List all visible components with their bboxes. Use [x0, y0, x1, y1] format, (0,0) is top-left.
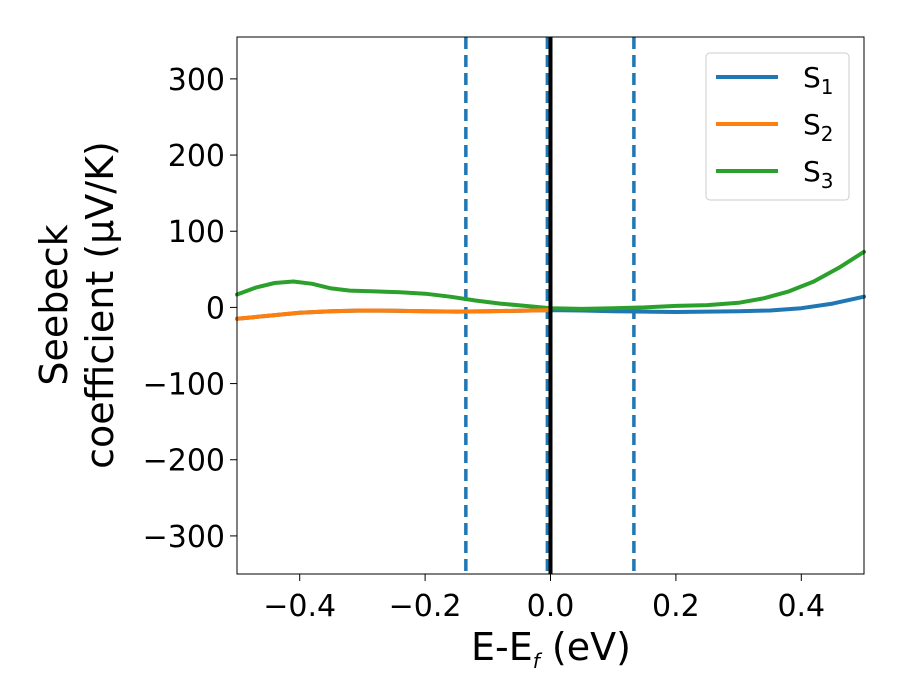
legend-label-s2-name: S — [803, 108, 821, 141]
y-axis-title-line2: coefficient (μV/K) — [78, 141, 122, 469]
x-axis-ticks: −0.4 −0.2 0.0 0.2 0.4 — [263, 574, 825, 624]
legend-box — [705, 52, 850, 201]
y-tick-label: −300 — [143, 520, 225, 555]
legend-label-s1-sub: 1 — [821, 75, 834, 99]
legend-label-s1-name: S — [803, 61, 821, 94]
y-tick-label: 200 — [168, 139, 225, 174]
x-tick-label: 0.4 — [777, 589, 825, 624]
x-axis-title-main: E-E — [471, 625, 533, 669]
y-tick-label: −200 — [143, 444, 225, 479]
y-axis-title-line1: Seebeck — [32, 224, 76, 385]
legend: S1 S2 S3 — [705, 52, 850, 201]
series-line-s2 — [235, 308, 553, 321]
x-axis-title: E-Ef (eV) — [471, 625, 631, 673]
x-tick-label: 0.2 — [652, 589, 700, 624]
legend-label-s3: S3 — [803, 155, 834, 193]
x-tick-label: 0.0 — [527, 589, 575, 624]
legend-label-s2-sub: 2 — [821, 122, 834, 146]
x-tick-label: −0.4 — [263, 589, 336, 624]
legend-label-s3-sub: 3 — [821, 169, 834, 193]
y-axis-ticks: −300 −200 −100 0 100 200 300 — [143, 63, 237, 555]
series-lines — [235, 37, 866, 574]
legend-label-s1: S1 — [803, 61, 834, 99]
legend-label-s2: S2 — [803, 108, 834, 146]
y-tick-label: 0 — [206, 291, 225, 326]
x-axis-title-sub: f — [533, 649, 543, 673]
legend-label-s3-name: S — [803, 155, 821, 188]
y-tick-label: 300 — [168, 63, 225, 98]
x-tick-label: −0.2 — [389, 589, 462, 624]
series-line-s3 — [235, 249, 866, 311]
y-tick-label: −100 — [143, 368, 225, 403]
y-tick-label: 100 — [168, 215, 225, 250]
x-axis-title-unit: (eV) — [540, 625, 631, 669]
